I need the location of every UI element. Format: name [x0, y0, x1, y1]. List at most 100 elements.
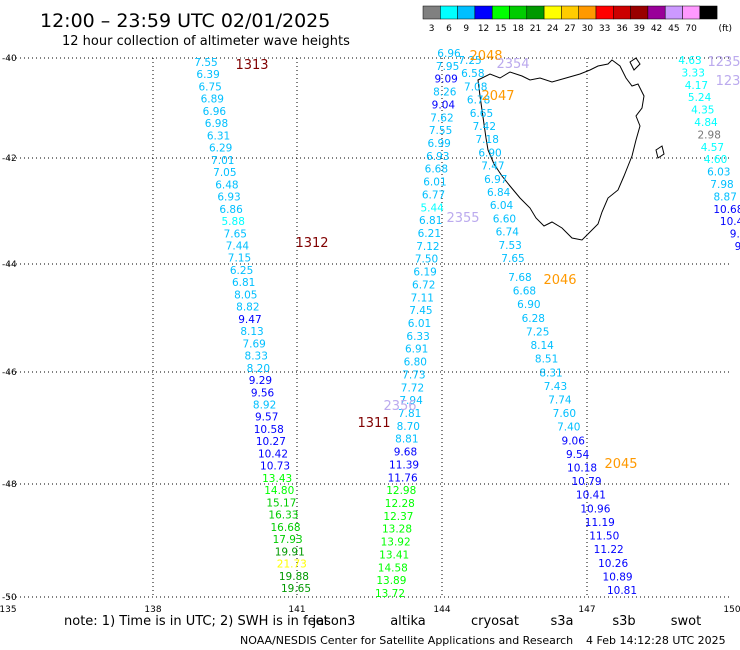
wave-height-value: 13.72	[375, 588, 405, 600]
pass-label: 2356	[383, 399, 416, 414]
pass-label: 123	[716, 74, 740, 89]
colorbar-unit: (ft)	[718, 24, 732, 34]
wave-height-value: 9.68	[394, 447, 417, 459]
wave-height-value: 8.26	[433, 87, 457, 99]
wave-height-value: 6.31	[207, 130, 230, 142]
wave-height-value: 16.68	[271, 522, 301, 534]
wave-height-value: 6.01	[423, 177, 446, 189]
wave-height-value: 6.98	[205, 118, 228, 130]
longitude-tick-label: 144	[433, 605, 450, 615]
wave-height-value: 8.14	[530, 340, 554, 352]
wave-height-value: 4.60	[704, 154, 727, 166]
wave-height-value: 13.43	[262, 473, 292, 485]
wave-height-value: 7.25	[458, 55, 481, 67]
colorbar-swatch	[474, 5, 493, 20]
wave-height-value: 13.41	[379, 549, 409, 561]
colorbar-swatch	[613, 5, 631, 20]
wave-height-value: 7.94	[399, 395, 423, 407]
wave-height-value: 8.05	[234, 289, 257, 301]
colorbar-label: 33	[599, 24, 610, 34]
wave-height-value: 7.62	[430, 112, 453, 124]
wave-height-value: 8.51	[535, 354, 558, 366]
wave-height-value: 4.63	[678, 55, 701, 67]
longitude-tick-label: 135	[0, 605, 17, 615]
wave-height-value: 2.98	[698, 129, 721, 141]
wave-height-value: 6.96	[437, 48, 461, 60]
wave-height-value: 6.89	[201, 94, 224, 106]
wave-height-value: 6.90	[478, 147, 501, 159]
longitude-tick-label: 150	[723, 605, 740, 615]
colorbar-legend: 3 6 9 12 15 18 21 24 27 30 33 36 39 42 45 70 (ft)	[422, 5, 732, 34]
wave-height-value: 6.74	[496, 227, 520, 239]
colorbar-label: 12	[478, 24, 489, 34]
lat-lon-grid	[8, 57, 732, 598]
wave-height-value: 7.47	[481, 161, 504, 173]
colorbar-label: 24	[547, 24, 559, 34]
wave-height-value: 11.50	[589, 531, 619, 543]
wave-height-value: 9.57	[255, 412, 278, 424]
wave-height-value: 7.43	[544, 381, 567, 393]
wave-height-value: 10.81	[607, 585, 637, 597]
wave-height-value: 7.12	[416, 241, 439, 253]
wave-height-value: 17.93	[273, 534, 303, 546]
wave-height-value: 6.75	[198, 81, 221, 93]
wave-height-value: 6.81	[232, 277, 255, 289]
wave-height-value: 11.22	[594, 544, 624, 556]
latitude-tick-label: -44	[2, 260, 17, 270]
wave-height-value: 9.04	[432, 99, 456, 111]
wave-height-value: 6.72	[412, 279, 435, 291]
wave-height-value: 6.91	[405, 344, 428, 356]
satellite-legend-item: s3b	[612, 614, 635, 629]
wave-height-value: 7.50	[415, 254, 438, 266]
wave-height-value: 7.81	[398, 408, 421, 420]
satellite-legend-item: s3a	[550, 614, 573, 629]
wave-height-value: 6.80	[404, 357, 427, 369]
tasmania-coastline	[477, 59, 645, 241]
wave-height-value: 10.73	[260, 461, 290, 473]
colorbar-swatch	[509, 5, 528, 20]
wave-height-value: 7.72	[401, 382, 424, 394]
wave-height-value: 6.29	[209, 143, 232, 155]
wave-height-value: 7.18	[476, 134, 499, 146]
wave-height-value: 7.95	[436, 61, 459, 73]
wave-height-value: 14.58	[378, 562, 408, 574]
wave-height-value: 8.20	[247, 363, 270, 375]
wave-height-value: 19.88	[279, 571, 309, 583]
wave-height-value: 13.92	[381, 537, 411, 549]
wave-height-value: 7.53	[498, 240, 521, 252]
wave-height-value: 6.28	[522, 313, 545, 325]
wave-height-value: 4.17	[685, 80, 708, 92]
map-title: 12:00 – 23:59 UTC 02/01/2025	[40, 10, 330, 32]
footer-timestamp: 4 Feb 14:12:28 UTC 2025	[586, 634, 726, 647]
colorbar-label: 36	[616, 24, 628, 34]
wave-height-value: 12.98	[386, 485, 416, 497]
wave-height-value: 6.78	[467, 95, 490, 107]
wave-height-value: 7.11	[411, 292, 434, 304]
wave-height-value: 9.06	[562, 435, 586, 447]
colorbar-label: 9	[463, 24, 469, 34]
colorbar-swatch	[561, 5, 579, 20]
wave-height-value: 11.76	[388, 472, 418, 484]
wave-height-value: 6.25	[230, 265, 253, 277]
wave-height-value: 8.31	[539, 367, 562, 379]
wave-height-value: 7.45	[409, 305, 432, 317]
wave-height-value: 6.68	[425, 164, 448, 176]
wave-height-value: 8.81	[395, 434, 418, 446]
wave-height-value: 4.35	[691, 105, 714, 117]
satellite-legend-item: cryosat	[471, 614, 519, 629]
wave-height-value: 6.93	[217, 192, 240, 204]
wave-height-value: 11.19	[585, 517, 615, 529]
wave-height-value: 10.79	[571, 476, 601, 488]
wave-height-value: 6.39	[196, 69, 219, 81]
wave-height-value: 10.26	[598, 558, 628, 570]
pass-labels: 1313 1312 1311 2048 2047 2046 2045 2354 2355 2356…	[235, 49, 740, 472]
wave-height-value: 10.58	[254, 424, 284, 436]
wave-height-value: 6.84	[487, 187, 511, 199]
wave-height-value: 16.33	[268, 510, 298, 522]
colorbar-label: 42	[651, 24, 662, 34]
wave-height-value: 5.88	[222, 216, 245, 228]
wave-height-value: 7.65	[224, 228, 247, 240]
satellite-legend: jason3 altika cryosat s3a s3b swot	[312, 614, 702, 629]
wave-height-value: 4.84	[694, 117, 718, 129]
colorbar-label: 15	[495, 24, 506, 34]
